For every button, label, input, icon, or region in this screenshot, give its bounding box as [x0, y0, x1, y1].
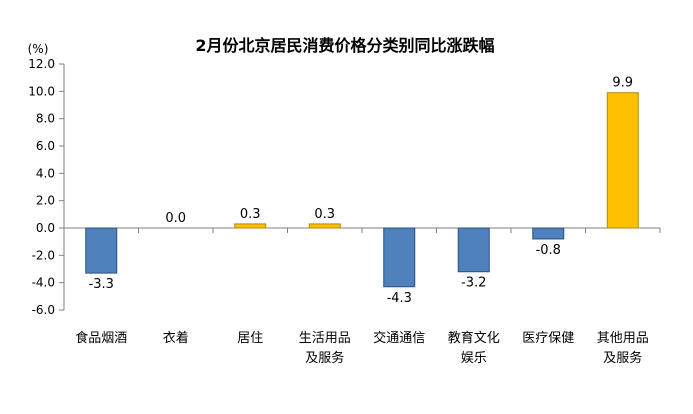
data-label: 9.9	[612, 76, 633, 91]
y-tick-label: -6.0	[32, 303, 55, 317]
y-tick-label: 10.0	[28, 84, 55, 98]
bar	[308, 223, 341, 229]
bar	[532, 227, 565, 240]
data-label: -3.3	[89, 277, 114, 292]
bar	[457, 227, 490, 273]
x-category-label: 娱乐	[461, 351, 487, 366]
data-label: -3.2	[461, 276, 486, 291]
x-category-label: 居住	[237, 331, 263, 346]
bar	[85, 227, 118, 274]
chart-title: 2月份北京居民消费价格分类别同比涨跌幅	[195, 36, 494, 55]
x-category-label: 其他用品	[597, 331, 649, 346]
y-tick-label: 8.0	[36, 112, 55, 126]
bar	[383, 227, 416, 288]
x-category-label: 食品烟酒	[75, 330, 127, 346]
x-category-label: 及服务	[603, 350, 642, 366]
y-tick-label: 12.0	[28, 57, 55, 71]
data-label: 0.3	[314, 207, 335, 222]
y-tick-label: -4.0	[32, 276, 55, 290]
x-category-label: 交通通信	[373, 330, 425, 346]
x-category-label: 生活用品	[299, 331, 351, 346]
plot-area: 12.0 10.0 8.0 6.0 4.0 2.0 0.0 -2.0 -4.0 -6.0 -3.3 食…	[28, 57, 661, 366]
y-tick-label: 0.0	[36, 221, 55, 235]
x-category-label: 教育文化	[448, 330, 500, 346]
y-tick-label: -2.0	[32, 248, 55, 262]
data-label: 0.3	[240, 207, 261, 222]
x-category-label: 医疗保健	[522, 331, 574, 346]
bar	[234, 223, 267, 229]
data-label: -0.8	[536, 243, 561, 258]
bar	[606, 92, 639, 229]
x-category-label: 衣着	[163, 330, 189, 346]
y-tick-label: 2.0	[36, 194, 55, 208]
data-label: 0.0	[165, 211, 186, 226]
y-tick-label: 4.0	[36, 166, 55, 180]
y-tick-label: 6.0	[36, 139, 55, 153]
y-axis-unit-label: (%)	[28, 42, 49, 56]
x-category-label: 及服务	[305, 350, 344, 366]
data-label: -4.3	[387, 291, 412, 306]
